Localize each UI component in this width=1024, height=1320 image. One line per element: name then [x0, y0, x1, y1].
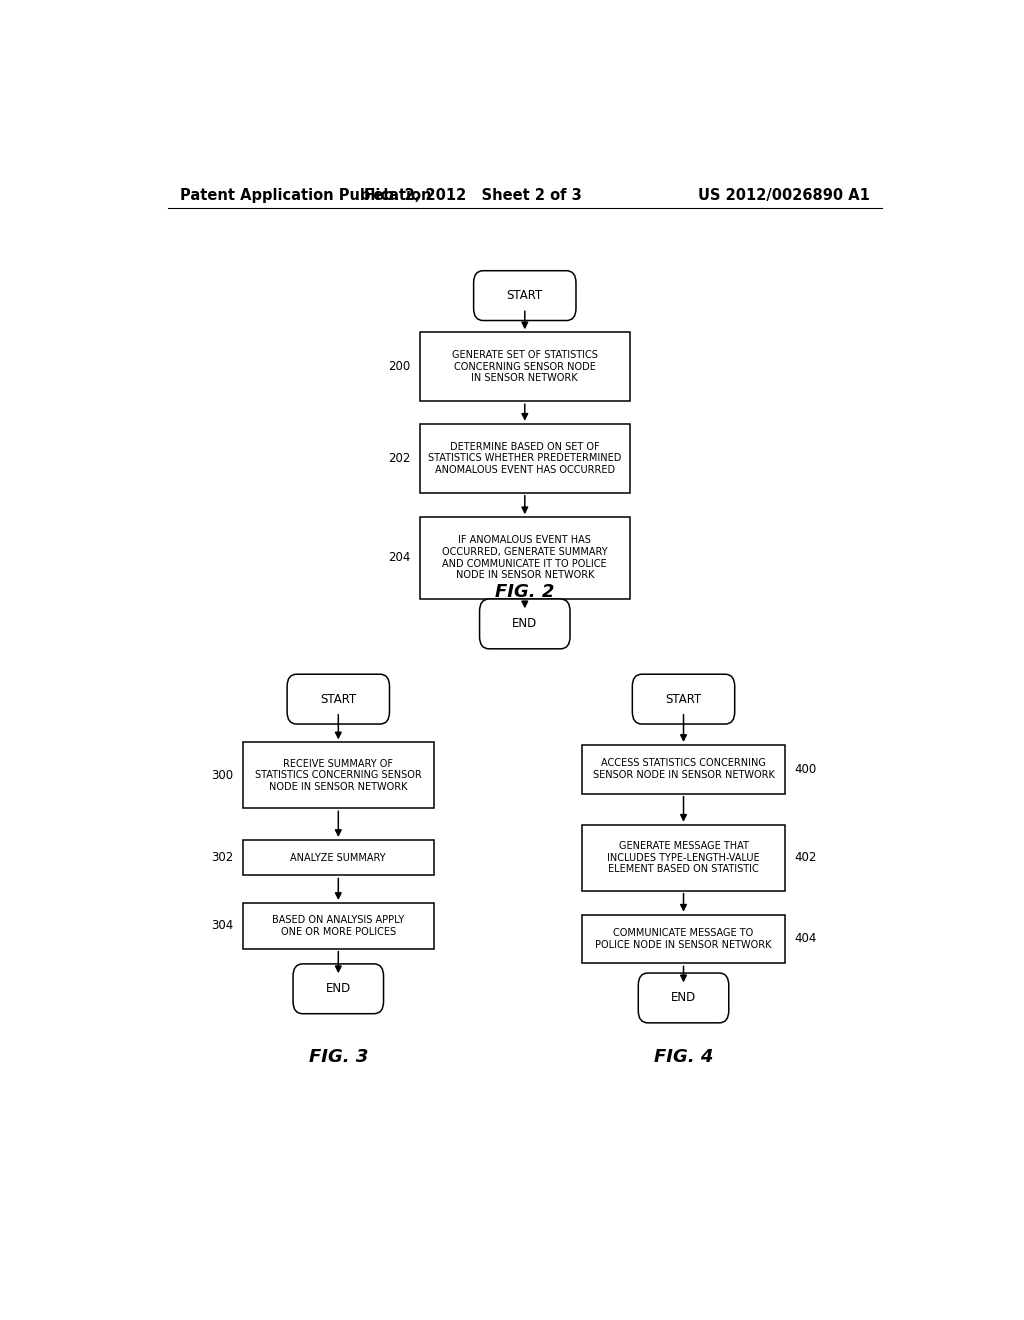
Text: FIG. 4: FIG. 4: [654, 1048, 713, 1065]
FancyBboxPatch shape: [479, 599, 570, 649]
FancyBboxPatch shape: [633, 675, 734, 725]
Bar: [243, 903, 433, 949]
Bar: [583, 744, 784, 793]
Text: BASED ON ANALYSIS APPLY
ONE OR MORE POLICES: BASED ON ANALYSIS APPLY ONE OR MORE POLI…: [272, 915, 404, 937]
Text: US 2012/0026890 A1: US 2012/0026890 A1: [698, 187, 870, 203]
Bar: [420, 333, 630, 401]
Text: DETERMINE BASED ON SET OF
STATISTICS WHETHER PREDETERMINED
ANOMALOUS EVENT HAS O: DETERMINE BASED ON SET OF STATISTICS WHE…: [428, 442, 622, 475]
Text: START: START: [666, 693, 701, 706]
Text: RECEIVE SUMMARY OF
STATISTICS CONCERNING SENSOR
NODE IN SENSOR NETWORK: RECEIVE SUMMARY OF STATISTICS CONCERNING…: [255, 759, 422, 792]
Text: Patent Application Publication: Patent Application Publication: [179, 187, 431, 203]
Text: END: END: [671, 991, 696, 1005]
Text: Feb. 2, 2012   Sheet 2 of 3: Feb. 2, 2012 Sheet 2 of 3: [365, 187, 582, 203]
FancyBboxPatch shape: [287, 675, 389, 725]
Text: 400: 400: [795, 763, 816, 776]
Bar: [583, 915, 784, 964]
Text: 202: 202: [388, 451, 411, 465]
Text: GENERATE SET OF STATISTICS
CONCERNING SENSOR NODE
IN SENSOR NETWORK: GENERATE SET OF STATISTICS CONCERNING SE…: [452, 350, 598, 383]
Bar: [420, 424, 630, 492]
Text: ANALYZE SUMMARY: ANALYZE SUMMARY: [291, 853, 386, 863]
Text: 402: 402: [795, 851, 816, 865]
Text: ACCESS STATISTICS CONCERNING
SENSOR NODE IN SENSOR NETWORK: ACCESS STATISTICS CONCERNING SENSOR NODE…: [593, 759, 774, 780]
Text: START: START: [507, 289, 543, 302]
Bar: [243, 742, 433, 808]
FancyBboxPatch shape: [474, 271, 575, 321]
Text: FIG. 2: FIG. 2: [496, 583, 554, 602]
Text: 200: 200: [388, 360, 411, 374]
Text: IF ANOMALOUS EVENT HAS
OCCURRED, GENERATE SUMMARY
AND COMMUNICATE IT TO POLICE
N: IF ANOMALOUS EVENT HAS OCCURRED, GENERAT…: [442, 536, 607, 581]
Text: END: END: [326, 982, 351, 995]
Text: 304: 304: [211, 919, 233, 932]
Text: END: END: [512, 618, 538, 631]
Text: FIG. 3: FIG. 3: [308, 1048, 368, 1065]
Text: 300: 300: [211, 768, 233, 781]
Text: 404: 404: [795, 932, 816, 945]
Text: 204: 204: [388, 552, 411, 565]
Text: 302: 302: [211, 851, 233, 865]
Bar: [243, 840, 433, 875]
Text: START: START: [321, 693, 356, 706]
Bar: [583, 825, 784, 891]
FancyBboxPatch shape: [638, 973, 729, 1023]
Text: COMMUNICATE MESSAGE TO
POLICE NODE IN SENSOR NETWORK: COMMUNICATE MESSAGE TO POLICE NODE IN SE…: [595, 928, 772, 950]
FancyBboxPatch shape: [293, 964, 384, 1014]
Text: GENERATE MESSAGE THAT
INCLUDES TYPE-LENGTH-VALUE
ELEMENT BASED ON STATISTIC: GENERATE MESSAGE THAT INCLUDES TYPE-LENG…: [607, 841, 760, 874]
Bar: [420, 517, 630, 598]
